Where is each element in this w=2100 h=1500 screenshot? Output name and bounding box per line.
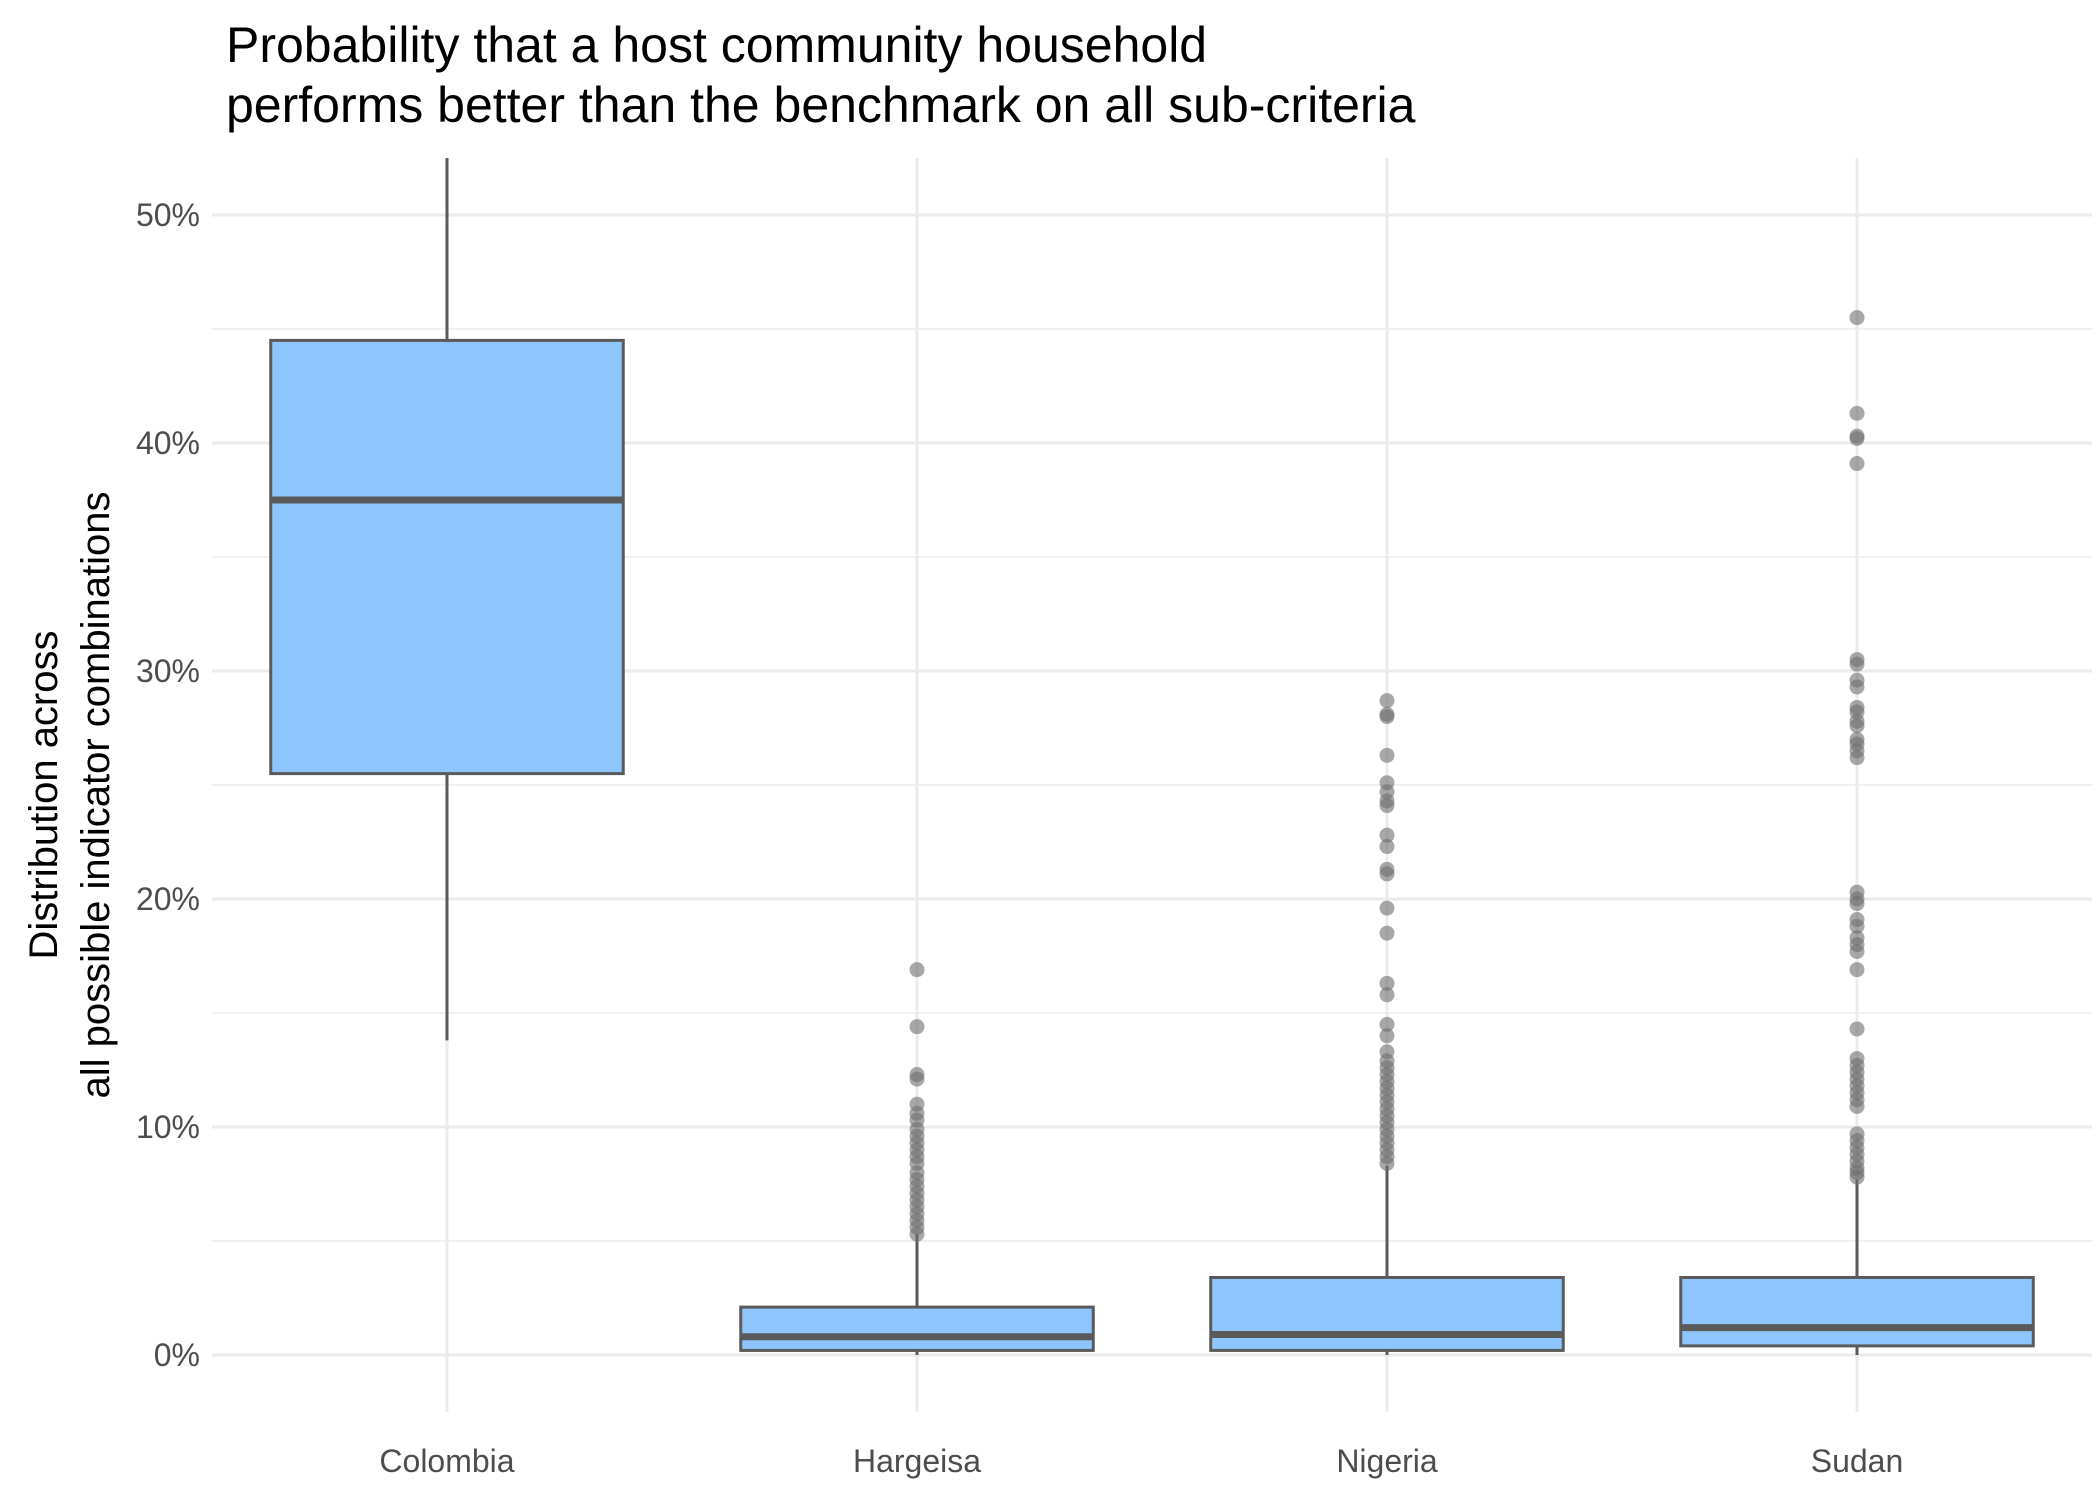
outlier-point [1849,884,1865,900]
box-layer [269,158,2035,1355]
box-body [1679,1275,2035,1348]
y-axis-label-line-2: all possible indicator combinations [74,492,118,1099]
chart-title-line-2: performs better than the benchmark on al… [226,77,1416,133]
outlier-point [1849,699,1865,715]
box-body [269,338,625,776]
outlier-point [1849,912,1865,928]
outlier-point [1849,456,1865,472]
outlier-point [1849,1021,1865,1037]
outlier-point [1849,428,1865,444]
box-group-hargeisa [739,962,1095,1355]
y-tick-label: 40% [136,425,200,461]
outlier-point [1849,672,1865,688]
x-tick-label: Hargeisa [853,1443,981,1479]
outlier-point [909,1019,925,1035]
x-axis-ticks: Colombia Hargeisa Nigeria Sudan [379,1443,1903,1479]
y-tick-label: 0% [154,1337,200,1373]
outlier-point [1379,1028,1395,1044]
box-group-colombia [269,158,625,1041]
outlier-point [1849,1051,1865,1067]
y-tick-label: 30% [136,653,200,689]
x-tick-label: Colombia [379,1443,514,1479]
box-body [739,1305,1095,1352]
box-group-sudan [1679,310,2035,1355]
outlier-point [1849,405,1865,421]
y-tick-label: 20% [136,881,200,917]
outlier-point [1849,310,1865,326]
outlier-point [909,1096,925,1112]
outlier-point [1379,900,1395,916]
outlier-point [1379,1044,1395,1060]
outlier-point [1379,861,1395,877]
y-axis-ticks: 0% 10% 20% 30% 40% 50% [136,197,200,1373]
x-tick-label: Sudan [1811,1443,1904,1479]
outlier-point [1379,925,1395,941]
outlier-point [1849,652,1865,668]
outlier-point [1379,706,1395,722]
outlier-point [1379,987,1395,1003]
outlier-point [1849,1126,1865,1142]
box-group-nigeria [1209,693,1565,1355]
outlier-point [1379,693,1395,709]
outlier-point [1379,775,1395,791]
outlier-point [1379,1016,1395,1032]
y-tick-label: 10% [136,1109,200,1145]
outlier-point [1849,731,1865,747]
outlier-point [1379,747,1395,763]
box-body [1209,1275,1565,1352]
outlier-point [1379,975,1395,991]
outlier-point [1379,827,1395,843]
y-axis-label-line-1: Distribution across [22,630,66,959]
outlier-point [1849,962,1865,978]
chart-title-line-1: Probability that a host community househ… [226,17,1207,73]
y-tick-label: 50% [136,197,200,233]
outlier-point [909,1067,925,1083]
outlier-point [909,962,925,978]
outlier-point [1379,839,1395,855]
outlier-point [1849,930,1865,946]
x-tick-label: Nigeria [1336,1443,1438,1479]
